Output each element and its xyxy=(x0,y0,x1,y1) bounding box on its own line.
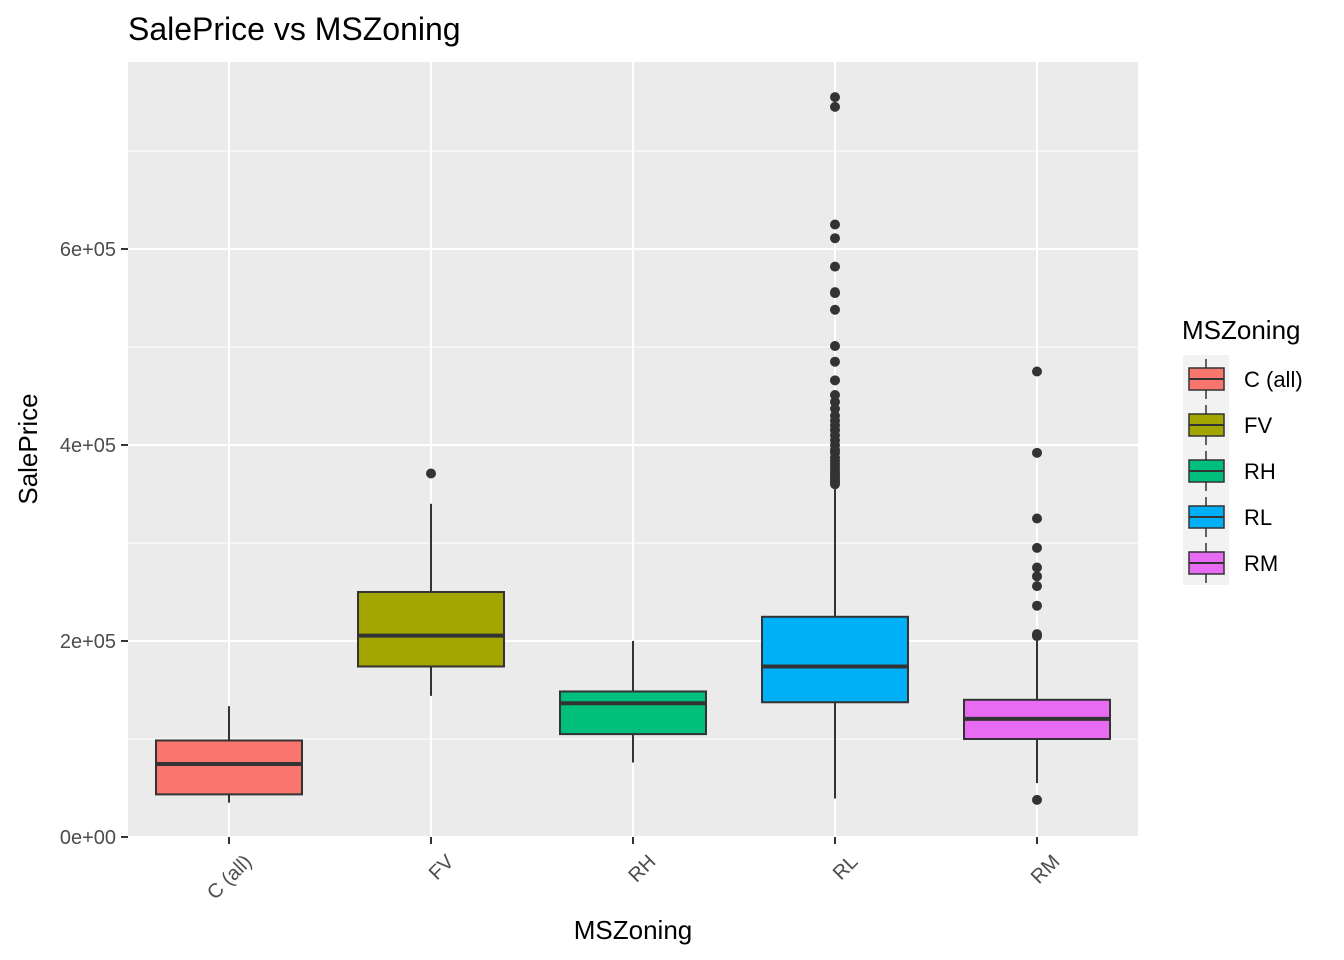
outlier-point xyxy=(1032,600,1042,611)
outlier-point xyxy=(426,468,436,479)
y-tick-label: 4e+05 xyxy=(60,435,116,457)
x-axis-title: MSZoning xyxy=(574,915,693,945)
box-iqr xyxy=(761,615,909,704)
box-rl xyxy=(761,92,909,799)
y-tick-label: 6e+05 xyxy=(60,239,116,261)
outlier-point xyxy=(830,233,840,244)
legend-item: RM xyxy=(1188,543,1278,583)
legend-label: RH xyxy=(1244,459,1276,484)
outlier-point xyxy=(1032,562,1042,573)
outlier-point xyxy=(830,304,840,315)
outlier-point xyxy=(1032,513,1042,524)
box-rm xyxy=(963,366,1111,805)
outlier-point xyxy=(830,341,840,352)
x-tick-label: C (all) xyxy=(203,851,256,904)
box-rh xyxy=(559,641,707,763)
x-tick-label: RM xyxy=(1027,851,1065,889)
outlier-point xyxy=(830,403,840,414)
outlier-point xyxy=(1032,542,1042,553)
outlier-point xyxy=(830,261,840,272)
x-tick-label: RH xyxy=(624,851,660,887)
chart-title: SalePrice vs MSZoning xyxy=(128,11,461,47)
legend: MSZoning C (all) FV RH RL RM xyxy=(1182,315,1303,585)
y-axis-title: SalePrice xyxy=(13,393,43,504)
box-iqr xyxy=(155,739,303,796)
outlier-point xyxy=(830,396,840,407)
x-tick-label: FV xyxy=(425,850,459,884)
legend-label: C (all) xyxy=(1244,367,1303,392)
box-fv xyxy=(357,468,505,696)
legend-title: MSZoning xyxy=(1182,315,1301,345)
outlier-point xyxy=(830,288,840,299)
legend-item: RL xyxy=(1188,497,1272,537)
box-c-all xyxy=(155,706,303,803)
legend-item: RH xyxy=(1188,451,1276,491)
box-series xyxy=(155,92,1111,805)
outlier-point xyxy=(830,390,840,401)
outlier-point xyxy=(830,356,840,367)
x-axis: C (all) FV RH RL RM xyxy=(203,837,1064,904)
outlier-point xyxy=(1032,447,1042,458)
outlier-point xyxy=(830,219,840,230)
outlier-point xyxy=(1032,571,1042,582)
y-tick-label: 0e+00 xyxy=(60,827,116,849)
outlier-point xyxy=(1032,794,1042,805)
box-iqr xyxy=(357,591,505,668)
y-axis: 0e+00 2e+05 4e+05 6e+05 xyxy=(60,239,128,849)
y-tick-label: 2e+05 xyxy=(60,631,116,653)
x-tick-label: RL xyxy=(829,851,863,885)
outlier-point xyxy=(1032,581,1042,592)
outlier-point xyxy=(830,101,840,112)
outlier-point xyxy=(830,410,840,421)
outlier-point xyxy=(830,92,840,103)
outlier-point xyxy=(1032,366,1042,377)
legend-label: FV xyxy=(1244,413,1272,438)
outlier-point xyxy=(830,375,840,386)
legend-item: FV xyxy=(1188,405,1272,445)
legend-label: RL xyxy=(1244,505,1272,530)
outlier-point xyxy=(1032,629,1042,640)
legend-item: C (all) xyxy=(1188,359,1303,399)
box-iqr xyxy=(559,690,707,736)
legend-label: RM xyxy=(1244,551,1278,576)
